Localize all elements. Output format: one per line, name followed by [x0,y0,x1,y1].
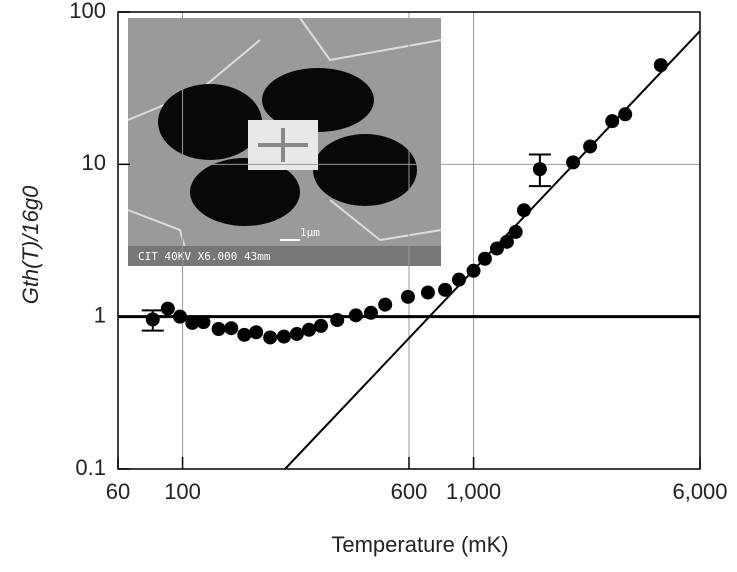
data-point [499,234,514,249]
x-tick-label: 1,000 [446,479,501,504]
inset-caption: CIT 40KV X6.000 43mm [138,250,271,263]
data-point [451,272,466,287]
data-point [211,321,226,336]
inset-photo [127,17,442,267]
data-point [605,114,620,129]
data-point [224,321,239,336]
x-tick-label: 60 [106,479,130,504]
plot-frame [117,11,701,470]
data-point [313,318,328,333]
data-point [477,251,492,266]
data-point [263,330,278,345]
data-point [378,297,393,312]
data-point [583,139,598,154]
data-point [185,315,200,330]
data-point [618,107,633,122]
data-point [653,58,668,73]
inset-scale: 1μm [300,226,320,239]
x-tick-label: 6,000 [672,479,727,504]
data-point [363,305,378,320]
x-axis-label: Temperature (mK) [331,532,508,557]
data-point [302,322,317,337]
data-point [420,285,435,300]
data-point [532,162,547,177]
data-point [516,203,531,218]
data-point [330,313,345,328]
data-point [289,326,304,341]
x-tick-label: 600 [391,479,428,504]
data-point [160,301,175,316]
data-point [276,329,291,344]
data-point [438,282,453,297]
data-point [566,155,581,170]
data-point [237,327,252,342]
data-point [508,224,523,239]
data-point [348,308,363,323]
data-point [145,312,160,327]
y-tick-label: 10 [82,150,106,175]
data-point [466,263,481,278]
data-point [173,309,188,324]
data-point [196,315,211,330]
y-tick-label: 100 [69,0,106,23]
data-point [489,241,504,256]
data-point [249,325,264,340]
x-tick-label: 100 [164,479,201,504]
y-tick-label: 1 [94,302,106,327]
y-axis-label: Gth(T)/16g0 [18,185,43,304]
data-point [400,289,415,304]
y-tick-label: 0.1 [75,455,106,480]
